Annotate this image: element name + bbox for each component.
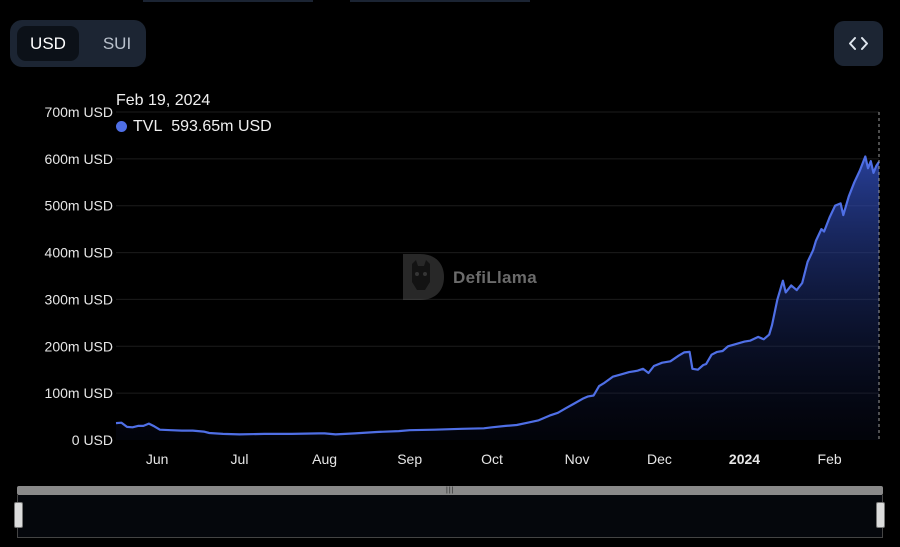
- x-tick-label: Sep: [397, 451, 422, 467]
- y-axis: 0 USD 100m USD 200m USD 300m USD 400m USD 500…: [45, 104, 113, 448]
- y-tick-label: 700m USD: [45, 104, 113, 120]
- embed-button[interactable]: [834, 21, 883, 66]
- x-tick-label: Aug: [312, 451, 337, 467]
- brush-window: [17, 495, 883, 538]
- brush-drag-bar[interactable]: |||: [17, 486, 883, 495]
- currency-sui-button[interactable]: SUI: [102, 34, 132, 53]
- x-tick-label: 2024: [729, 451, 760, 467]
- range-brush[interactable]: |||: [14, 486, 885, 539]
- y-tick-label: 100m USD: [45, 385, 113, 401]
- y-tick-label: 600m USD: [45, 151, 113, 167]
- y-tick-label: 500m USD: [45, 198, 113, 214]
- brush-handle-left[interactable]: [14, 502, 23, 528]
- tooltip-series-name: TVL: [133, 118, 163, 135]
- series-color-dot: [116, 121, 127, 132]
- y-tick-label: 200m USD: [45, 338, 113, 354]
- top-tab-strip: [143, 0, 313, 2]
- watermark-text: DefiLlama: [453, 268, 537, 287]
- currency-usd-button[interactable]: USD: [17, 26, 79, 61]
- tvl-line: [115, 155, 880, 436]
- x-axis: Jun Jul Aug Sep Oct Nov Dec 2024 Feb: [146, 451, 842, 467]
- top-tab-strip: [350, 0, 530, 2]
- currency-toggle: USD SUI: [10, 20, 146, 67]
- x-tick-label: Feb: [818, 451, 842, 467]
- tooltip-series-row: TVL 593.65m USD: [116, 118, 272, 136]
- x-tick-label: Nov: [565, 451, 590, 467]
- code-brackets-icon: [849, 37, 868, 50]
- brush-handle-right[interactable]: [876, 502, 885, 528]
- x-tick-label: Dec: [647, 451, 672, 467]
- chart-grid: [116, 111, 879, 394]
- x-tick-label: Jul: [231, 451, 249, 467]
- tooltip-value: 593.65m USD: [171, 118, 272, 135]
- tooltip-date: Feb 19, 2024: [116, 92, 211, 109]
- y-tick-label: 400m USD: [45, 245, 113, 261]
- x-tick-label: Oct: [481, 451, 503, 467]
- defillama-logo-icon: [403, 254, 444, 300]
- tvl-area: [116, 156, 879, 440]
- x-tick-label: Jun: [146, 451, 169, 467]
- y-tick-label: 300m USD: [45, 291, 113, 307]
- grip-icon: |||: [446, 487, 455, 494]
- y-tick-label: 0 USD: [72, 432, 113, 448]
